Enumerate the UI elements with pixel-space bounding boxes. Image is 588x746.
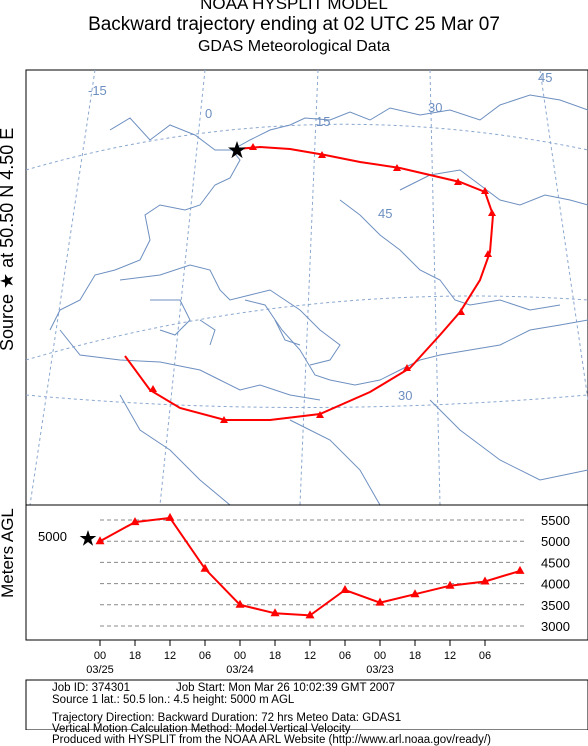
time-tick-label: 06 [199,650,211,662]
height-marker [95,536,105,545]
height-marker [235,599,245,608]
graticule-labels: -15 0 15 30 45 45 30 [88,70,552,403]
time-tick-label: 00 [234,650,246,662]
time-tick-label: 12 [444,650,456,662]
grid-label-lon-0: 0 [205,106,212,121]
time-tick-label: 18 [269,650,281,662]
model-title: NOAA HYSPLIT MODEL [200,0,388,13]
time-tick-label: 00 [94,650,106,662]
height-tick-label: 5000 [541,534,570,549]
data-source-title: GDAS Meteorological Data [197,38,391,55]
time-tick-label: 00 [374,650,386,662]
title-block: NOAA HYSPLIT MODEL Backward trajectory e… [0,0,588,58]
height-tick-label: 5500 [541,513,570,528]
trajectory [124,141,496,423]
height-marker [375,597,385,606]
trajectory-marker [481,187,489,194]
date-label: 03/24 [226,664,254,676]
height-marker [515,565,525,574]
graticule [26,70,588,505]
coastlines [49,94,588,505]
time-tick-label: 12 [164,650,176,662]
trajectory-marker [457,308,465,315]
map-panel: -15 0 15 30 45 45 30 [25,69,588,506]
trajectory-title: Backward trajectory ending at 02 UTC 25 … [88,14,500,35]
trajectory-marker [403,364,411,371]
grid-label-lon-w15: -15 [88,83,107,98]
footer-job-start: Job Start: Mon Mar 26 10:02:39 GMT 2007 [176,682,396,694]
source-height-label: 5000 [38,529,67,544]
grid-label-lon-45: 45 [538,70,552,85]
time-tick-label: 18 [129,650,141,662]
trajectory-marker [454,178,462,185]
time-tick-label: 12 [304,650,316,662]
height-marker [305,610,315,619]
height-panel: 5500 5000 4500 4000 3500 3000 5000 [25,504,588,641]
grid-label-lat-30: 30 [398,388,412,403]
grid-label-lon-30: 30 [428,100,442,115]
height-tick-label: 3500 [541,598,570,613]
footer-source: Source 1 lat.: 50.5 lon.: 4.5 height: 50… [52,694,295,706]
height-marker [200,563,210,572]
trajectory-marker [393,164,401,171]
trajectory-line [124,145,495,421]
trajectory-marker [249,143,257,150]
height-marker [445,580,455,589]
height-marker [480,576,490,585]
source-star-icon [228,141,246,159]
trajectory-marker [318,151,326,158]
trajectory-marker [149,385,157,392]
date-label: 03/23 [366,664,394,676]
footer-direction: Trajectory Direction: Backward Duration:… [52,712,402,724]
height-tick-label: 4500 [541,555,570,570]
trajectory-marker [484,250,492,257]
trajectory-markers [149,143,496,423]
date-label: 03/25 [86,664,114,676]
height-marker [410,589,420,598]
height-tick-label: 3000 [541,619,570,634]
grid-label-lon-15: 15 [316,114,330,129]
figure-canvas: -15 0 15 30 45 45 30 [25,69,588,730]
trajectory-marker [316,411,324,418]
height-marker [340,584,350,593]
height-tick-label: 4000 [541,577,570,592]
time-tick-label: 18 [409,650,421,662]
height-marker [165,512,175,521]
height-tick-labels: 5500 5000 4500 4000 3500 3000 [541,513,570,634]
time-tick-label: 06 [479,650,491,662]
footer-job-id: Job ID: 374301 [52,682,131,694]
height-marker [130,517,140,526]
height-marker [270,608,280,617]
trajectory-marker [488,209,496,216]
footer-box [25,679,588,730]
height-markers [95,512,525,619]
footer-produced: Produced with HYSPLIT from the NOAA ARL … [52,734,491,746]
time-tick-label: 06 [339,650,351,662]
grid-label-lat-45: 45 [378,206,392,221]
time-axis: 00 18 12 06 00 18 12 06 00 18 12 06 03/25 03/24 03/23 [86,640,491,676]
height-source-star-icon [79,530,97,546]
trajectory-marker [220,416,228,423]
